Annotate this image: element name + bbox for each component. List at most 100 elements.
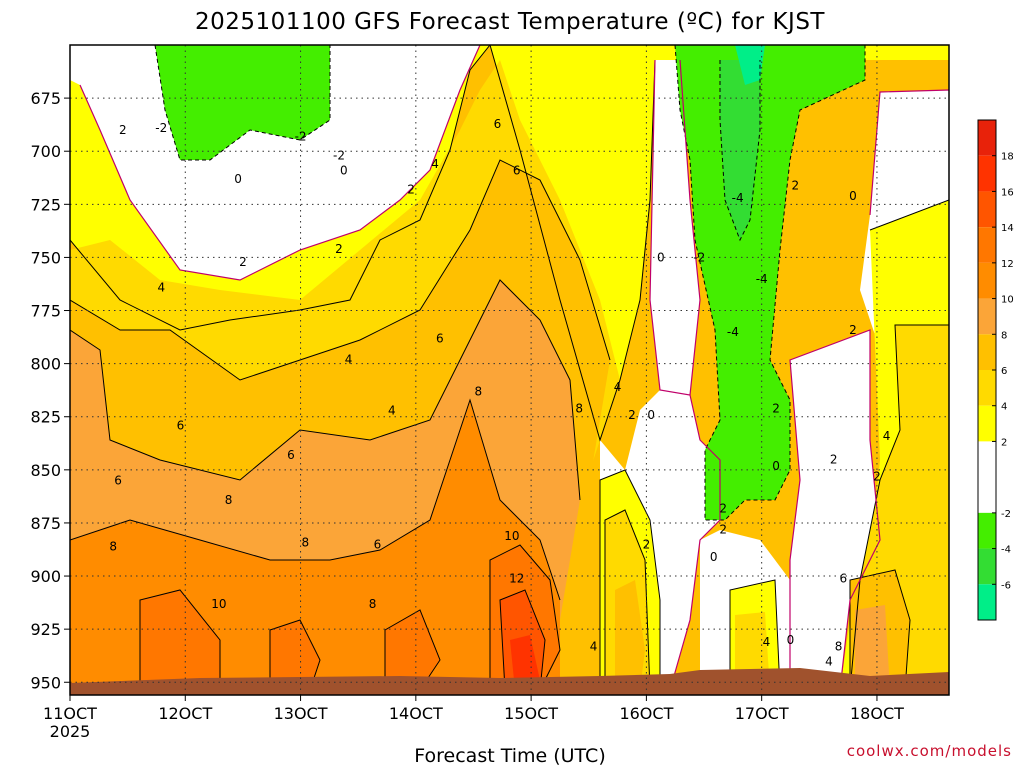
contour-line bbox=[70, 398, 561, 601]
field-cold-pocket-west bbox=[155, 45, 330, 160]
contour-label: 2 bbox=[772, 401, 780, 415]
field-warm-spot-2 bbox=[270, 620, 320, 690]
contour-label: -2 bbox=[693, 251, 705, 265]
colorbar-swatch bbox=[978, 155, 996, 192]
colorbar-tick-label: 18 bbox=[1001, 152, 1014, 163]
contour-label: 0 bbox=[710, 550, 718, 564]
field-trough-edge bbox=[650, 60, 700, 395]
x-tick-label: 14OCT bbox=[389, 704, 443, 723]
contour-label: 4 bbox=[883, 429, 891, 443]
contour-line bbox=[869, 199, 949, 231]
contour-label: 6 bbox=[840, 571, 848, 585]
colorbar-tick-label: 12 bbox=[1001, 259, 1014, 270]
contour-label: 8 bbox=[474, 384, 482, 398]
contour-line bbox=[79, 45, 481, 281]
y-tick-label: 950 bbox=[30, 673, 61, 692]
contour-label: 6 bbox=[287, 448, 295, 462]
colorbar-swatch bbox=[978, 370, 996, 406]
colorbar-tick-label: -4 bbox=[1001, 545, 1011, 556]
contour-line bbox=[679, 59, 701, 396]
colorbar-swatch bbox=[978, 298, 996, 335]
y-tick-label: 750 bbox=[30, 248, 61, 267]
contour-label: 8 bbox=[835, 639, 843, 653]
colorbar-swatch bbox=[978, 262, 996, 299]
contour-label: 8 bbox=[369, 597, 377, 611]
contour-label: 6 bbox=[114, 474, 122, 488]
contour-label: 4 bbox=[763, 635, 771, 649]
contour-label: 4 bbox=[590, 639, 598, 653]
colorbar-tick-label: 10 bbox=[1001, 295, 1014, 306]
x-axis-label: Forecast Time (UTC) bbox=[414, 745, 605, 767]
x-tick-label: 12OCT bbox=[158, 704, 212, 723]
x-tick-sublabel: 2025 bbox=[50, 722, 91, 741]
contour-line bbox=[789, 329, 881, 691]
x-tick-label: 16OCT bbox=[619, 704, 673, 723]
colorbar bbox=[978, 120, 996, 620]
contour-line bbox=[674, 45, 866, 521]
y-tick-label: 700 bbox=[30, 142, 61, 161]
contour-label: 2 bbox=[335, 242, 343, 256]
contour-label: 2 bbox=[719, 501, 727, 515]
field-cold-core bbox=[720, 60, 760, 240]
colorbar-swatch bbox=[978, 227, 996, 263]
colorbar-swatch bbox=[978, 191, 996, 228]
contour-line bbox=[719, 60, 761, 242]
contour-label: -2 bbox=[155, 121, 167, 135]
contour-line bbox=[649, 59, 721, 691]
colorbar-swatch bbox=[978, 548, 996, 585]
field-white-gap bbox=[355, 45, 405, 105]
contour-label: 8 bbox=[575, 401, 583, 415]
field-warm-spot-3 bbox=[385, 610, 440, 690]
colorbar-tick-label: 8 bbox=[1001, 330, 1007, 341]
contour-label: -2 bbox=[295, 130, 307, 144]
contour-label: 0 bbox=[849, 189, 857, 203]
contour-line bbox=[269, 619, 321, 691]
contour-label: 2 bbox=[407, 183, 415, 197]
contour-line bbox=[869, 89, 949, 216]
contour-line bbox=[489, 45, 656, 442]
field-band-east-8 bbox=[615, 580, 645, 690]
field-east-band-8 bbox=[855, 605, 890, 690]
colorbar-swatch bbox=[978, 120, 996, 156]
contour-line bbox=[70, 159, 611, 381]
contour-line bbox=[384, 609, 441, 691]
y-tick-label: 850 bbox=[30, 461, 61, 480]
colorbar-tick-label: 6 bbox=[1001, 366, 1007, 377]
colorbar-tick-label: 2 bbox=[1001, 437, 1007, 448]
x-tick-label: 11OCT bbox=[43, 704, 97, 723]
contour-label: 4 bbox=[388, 404, 396, 418]
contour-label: 6 bbox=[177, 418, 185, 432]
contour-label: 6 bbox=[374, 537, 382, 551]
terrain-ground bbox=[70, 668, 949, 695]
contour-label: 4 bbox=[431, 157, 439, 171]
colorbar-tick-label: 16 bbox=[1001, 187, 1014, 198]
chart-title: 2025101100 GFS Forecast Temperature (ºC)… bbox=[195, 9, 825, 35]
contour-label: 4 bbox=[825, 654, 833, 668]
contour-line bbox=[70, 279, 581, 501]
y-tick-label: 925 bbox=[30, 620, 61, 639]
contour-label: 0 bbox=[340, 164, 348, 178]
colorbar-ticks: 18 16 14 12 10 8 6 4 2 -2 -4 -6 bbox=[992, 152, 1014, 591]
contour-label: 2 bbox=[873, 469, 881, 483]
field-coldest-core bbox=[735, 45, 765, 85]
contour-label: 0 bbox=[787, 633, 795, 647]
contour-label: 0 bbox=[772, 459, 780, 473]
y-tick-label: 775 bbox=[30, 302, 61, 321]
contour-label: 4 bbox=[614, 380, 622, 394]
contour-line bbox=[499, 589, 546, 691]
field-hot-center bbox=[510, 635, 540, 690]
colorbar-swatch bbox=[978, 512, 996, 549]
contour-lines bbox=[70, 45, 949, 691]
colorbar-tick-label: 14 bbox=[1001, 223, 1014, 234]
contour-label: 0 bbox=[234, 172, 242, 186]
contour-label: 10 bbox=[504, 529, 519, 543]
contour-label: 8 bbox=[302, 535, 310, 549]
contour-label: 4 bbox=[345, 353, 353, 367]
x-tick-label: 18OCT bbox=[850, 704, 904, 723]
contour-line bbox=[729, 579, 781, 691]
contour-label: 2 bbox=[239, 255, 247, 269]
contour-label: 2 bbox=[628, 408, 636, 422]
